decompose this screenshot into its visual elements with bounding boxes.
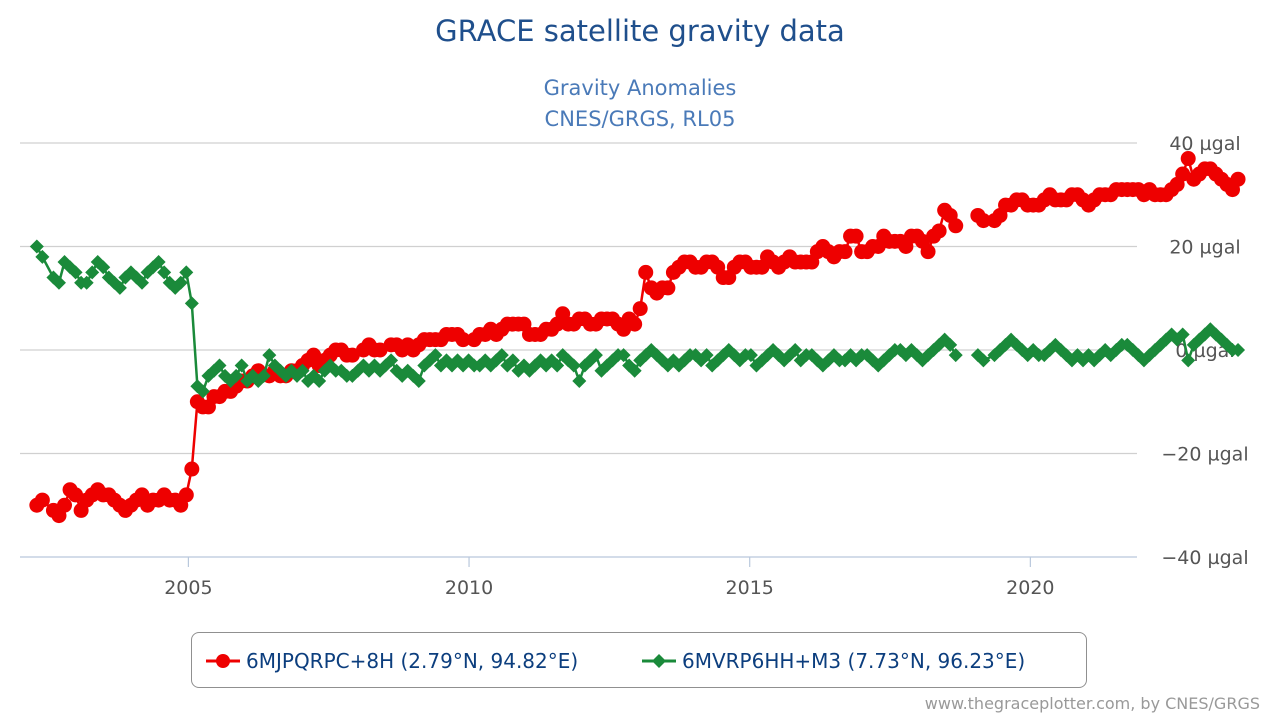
data-point: [588, 348, 603, 363]
data-point: [51, 275, 66, 290]
data-point: [627, 316, 643, 332]
data-point: [57, 497, 73, 513]
data-point: [411, 374, 426, 389]
legend-marker-circle-icon: [206, 654, 240, 668]
x-tick-label: 2005: [164, 577, 212, 599]
data-point: [550, 358, 565, 373]
series-1: [29, 151, 1246, 524]
data-point: [179, 265, 194, 280]
data-point: [195, 384, 210, 399]
x-tick-label: 2010: [445, 577, 493, 599]
legend-label-series-1: 6MJPQRPC+8H (2.79°N, 94.82°E): [246, 649, 579, 673]
data-point: [943, 337, 958, 352]
data-point: [312, 374, 327, 389]
series-line: [35, 157, 1240, 517]
y-tick-label: 20 µgal: [1169, 237, 1240, 259]
data-point: [1180, 151, 1196, 167]
y-tick-label: −20 µgal: [1161, 444, 1248, 466]
data-point: [151, 255, 166, 270]
data-point: [627, 363, 642, 378]
data-point: [112, 280, 127, 295]
data-point: [157, 265, 172, 280]
data-point: [638, 264, 654, 280]
data-point: [505, 353, 520, 368]
chart-subtitle-line1: Gravity Anomalies: [543, 76, 737, 100]
data-point: [632, 301, 648, 317]
legend: 6MJPQRPC+8H (2.79°N, 94.82°E) 6MVRP6HH+M…: [191, 632, 1087, 688]
data-point: [96, 260, 111, 275]
data-point: [79, 275, 94, 290]
data-point: [848, 228, 864, 244]
data-point: [788, 343, 803, 357]
x-axis: 2005 2010 2015 2020: [164, 557, 1055, 599]
data-point: [68, 265, 83, 280]
data-point: [975, 213, 991, 229]
legend-item-series-1[interactable]: 6MJPQRPC+8H (2.79°N, 94.82°E): [206, 633, 578, 689]
data-point: [384, 353, 399, 368]
data-point: [920, 244, 936, 260]
data-point: [1231, 343, 1246, 357]
chart-subtitle-line2: CNES/GRGS, RL05: [544, 107, 736, 131]
data-point: [931, 223, 947, 239]
credits-link[interactable]: www.thegraceplotter.com, by CNES/GRGS: [924, 694, 1260, 713]
data-point: [234, 358, 249, 373]
series-2: [29, 239, 1246, 399]
data-point: [1181, 353, 1196, 368]
data-point: [699, 348, 714, 363]
data-point: [494, 348, 509, 363]
data-point: [837, 244, 853, 260]
data-point: [1230, 171, 1246, 187]
data-point: [256, 368, 271, 383]
data-point: [455, 332, 471, 348]
data-point: [948, 348, 963, 363]
data-point: [616, 348, 631, 363]
data-point: [34, 492, 50, 508]
data-point: [118, 270, 133, 285]
data-point: [1175, 327, 1190, 342]
data-point: [85, 265, 100, 280]
data-point: [178, 487, 194, 503]
legend-item-series-2[interactable]: 6MVRP6HH+M3 (7.73°N, 96.23°E): [642, 633, 1025, 689]
data-point: [572, 374, 587, 389]
data-point: [184, 296, 199, 311]
x-tick-label: 2015: [726, 577, 774, 599]
data-point: [948, 218, 964, 234]
data-point: [566, 358, 581, 373]
data-point: [262, 348, 277, 363]
data-point: [743, 348, 758, 363]
chart-title: GRACE satellite gravity data: [435, 14, 845, 48]
data-point: [660, 280, 676, 296]
data-point: [976, 353, 991, 368]
data-point: [428, 348, 443, 363]
data-point: [295, 363, 310, 378]
data-point: [135, 275, 150, 290]
legend-label-series-2: 6MVRP6HH+M3 (7.73°N, 96.23°E): [682, 649, 1026, 673]
x-tick-label: 2020: [1006, 577, 1054, 599]
data-point: [173, 275, 188, 290]
data-point: [184, 461, 200, 477]
y-tick-label: −40 µgal: [1161, 547, 1248, 569]
data-point: [212, 358, 227, 373]
data-point: [29, 239, 44, 254]
series-layer: [29, 151, 1246, 524]
y-tick-label: 40 µgal: [1169, 133, 1240, 155]
legend-marker-diamond-icon: [642, 654, 676, 668]
data-point: [35, 249, 50, 264]
data-point: [229, 368, 244, 383]
